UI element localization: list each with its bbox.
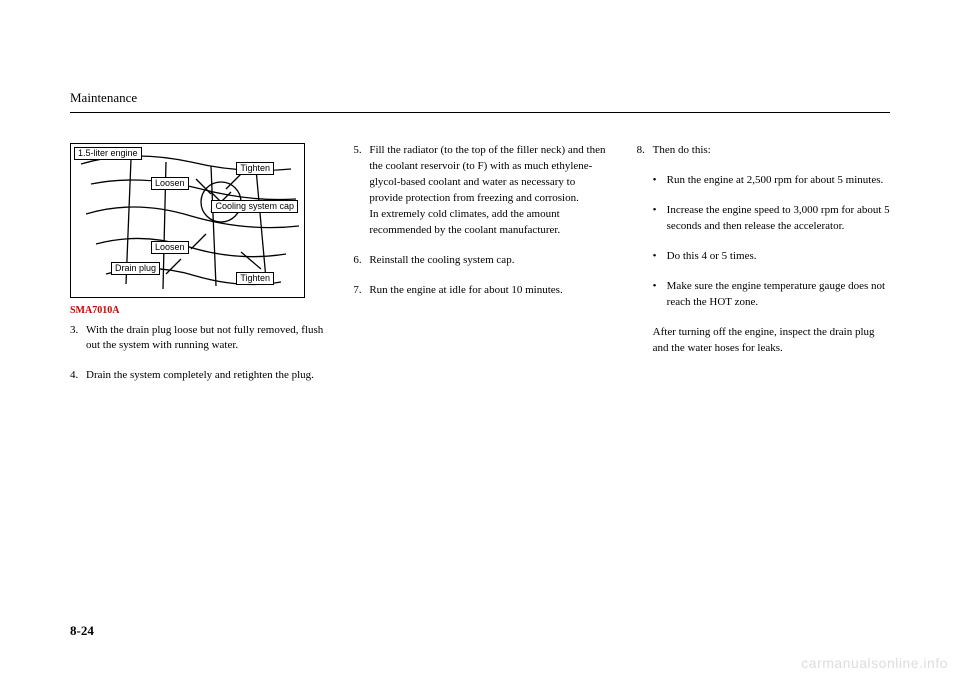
step-5-number: 5. xyxy=(353,143,369,239)
step-6: 6. Reinstall the cooling system cap. xyxy=(353,253,606,269)
bullet-3-text: Do this 4 or 5 times. xyxy=(667,249,890,265)
column-1: 1.5-liter engine Tighten Loosen Cooling … xyxy=(70,143,323,398)
step-8-text: Then do this: xyxy=(653,143,890,159)
bullet-mark: • xyxy=(653,279,667,311)
step-6-text: Reinstall the cooling system cap. xyxy=(369,253,606,269)
step-8: 8. Then do this: xyxy=(637,143,890,159)
tighten-label-1: Tighten xyxy=(236,162,274,175)
bullet-2: • Increase the engine speed to 3,000 rpm… xyxy=(653,203,890,235)
step-4: 4. Drain the system completely and retig… xyxy=(70,368,323,384)
step-5-text: Fill the radiator (to the top of the fil… xyxy=(369,143,606,239)
bullet-mark: • xyxy=(653,249,667,265)
step-6-number: 6. xyxy=(353,253,369,269)
page-number: 8-24 xyxy=(70,623,94,639)
engine-diagram: 1.5-liter engine Tighten Loosen Cooling … xyxy=(70,143,305,298)
bullet-4-text: Make sure the engine temperature gauge d… xyxy=(667,279,890,311)
header-rule xyxy=(70,112,890,113)
step-4-number: 4. xyxy=(70,368,86,384)
step-7: 7. Run the engine at idle for about 10 m… xyxy=(353,283,606,299)
column-3: 8. Then do this: • Run the engine at 2,5… xyxy=(637,143,890,398)
drain-plug-label: Drain plug xyxy=(111,262,160,275)
watermark: carmanualsonline.info xyxy=(801,655,948,671)
step-5: 5. Fill the radiator (to the top of the … xyxy=(353,143,606,239)
bullet-mark: • xyxy=(653,203,667,235)
bullet-mark: • xyxy=(653,173,667,189)
tighten-label-2: Tighten xyxy=(236,272,274,285)
figure-code: SMA7010A xyxy=(70,304,323,319)
step-3-text: With the drain plug loose but not fully … xyxy=(86,323,323,355)
bullet-4: • Make sure the engine temperature gauge… xyxy=(653,279,890,311)
step-4-text: Drain the system completely and retighte… xyxy=(86,368,323,384)
column-2: 5. Fill the radiator (to the top of the … xyxy=(353,143,606,398)
step-3: 3. With the drain plug loose but not ful… xyxy=(70,323,323,355)
content-columns: 1.5-liter engine Tighten Loosen Cooling … xyxy=(70,143,890,398)
step-7-text: Run the engine at idle for about 10 minu… xyxy=(369,283,606,299)
step-8-number: 8. xyxy=(637,143,653,159)
step-3-number: 3. xyxy=(70,323,86,355)
bullet-3: • Do this 4 or 5 times. xyxy=(653,249,890,265)
cooling-cap-label: Cooling system cap xyxy=(211,200,298,213)
bullet-1-text: Run the engine at 2,500 rpm for about 5 … xyxy=(667,173,890,189)
step-7-number: 7. xyxy=(353,283,369,299)
loosen-label-2: Loosen xyxy=(151,241,189,254)
section-header: Maintenance xyxy=(70,90,890,106)
bullet-2-text: Increase the engine speed to 3,000 rpm f… xyxy=(667,203,890,235)
engine-label: 1.5-liter engine xyxy=(74,147,142,160)
loosen-label-1: Loosen xyxy=(151,177,189,190)
bullet-1: • Run the engine at 2,500 rpm for about … xyxy=(653,173,890,189)
after-text: After turning off the engine, inspect th… xyxy=(653,325,890,357)
